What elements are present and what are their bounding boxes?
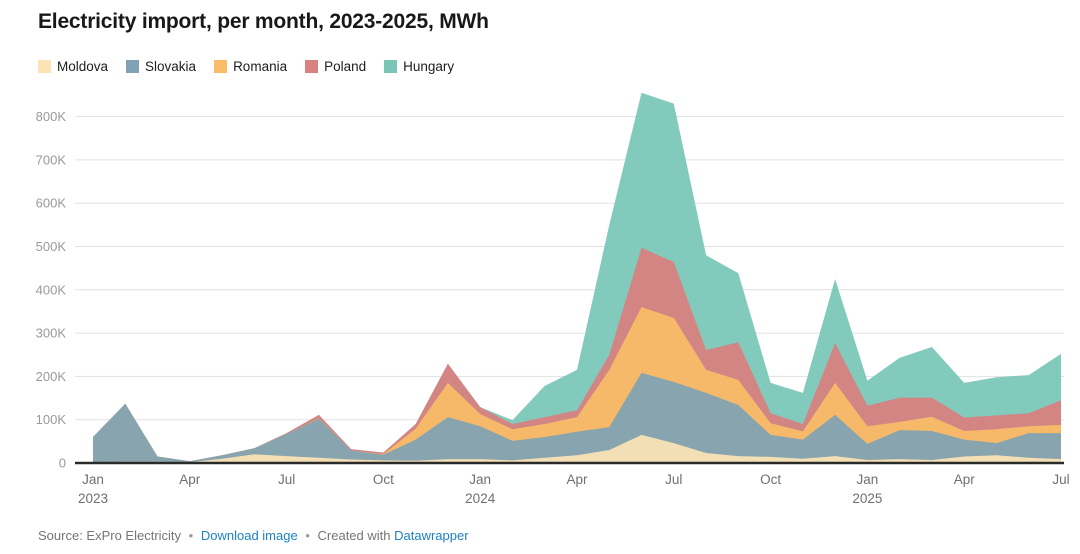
source-text: Source: ExPro Electricity [38,528,182,543]
legend-label: Romania [233,59,288,74]
x-tick-label: Jan [82,472,104,487]
legend-item-romania: Romania [214,59,287,74]
legend-item-poland: Poland [305,59,366,74]
stacked-area-chart: 0 100K 200K 300K 400K 500K 600K 700K 800K Jan 2023… [36,92,1070,506]
x-tick-label: Apr [179,472,201,487]
legend-label: Moldova [57,59,109,74]
separator-dot: • [305,528,310,543]
legend-swatch-slovakia [126,60,140,73]
legend-swatch-romania [214,60,228,73]
legend-label: Hungary [403,59,455,74]
y-tick-label: 300K [36,326,67,341]
x-tick-label: Oct [373,472,394,487]
legend-label: Poland [324,59,367,74]
area-slovakia [93,372,1061,463]
x-tick-label: Jan [469,472,491,487]
legend-item-moldova: Moldova [38,59,108,74]
y-tick-label: 400K [36,282,67,297]
x-tick-year-label: 2025 [852,491,882,506]
created-with-text: Created with [317,528,391,543]
y-tick-label: 800K [36,109,67,124]
y-tick-label: 500K [36,239,67,254]
x-tick-label: Apr [566,472,588,487]
download-image-link[interactable]: Download image [200,528,298,543]
chart-area: 0 100K 200K 300K 400K 500K 600K 700K 800K Jan 2023… [0,85,1080,517]
y-tick-label: 0 [59,456,66,471]
x-tick-label: Oct [760,472,781,487]
y-tick-label: 600K [36,196,67,211]
legend: Moldova Slovakia Romania Poland Hungary [38,59,454,74]
area-hungary [93,92,1061,464]
legend-item-hungary: Hungary [384,59,454,74]
chart-title: Electricity import, per month, 2023-2025… [38,10,489,33]
legend-item-slovakia: Slovakia [126,59,196,74]
x-tick-label: Jul [1052,472,1069,487]
y-tick-label: 700K [36,152,67,167]
x-tick-label: Jul [278,472,295,487]
x-tick-year-label: 2024 [465,491,496,506]
datawrapper-link[interactable]: Datawrapper [394,528,469,543]
footer: Source: ExPro Electricity • Download ima… [38,528,469,543]
legend-swatch-poland [305,60,319,73]
y-tick-label: 200K [36,369,67,384]
x-tick-year-label: 2023 [78,491,108,506]
legend-swatch-moldova [38,60,51,73]
x-tick-label: Apr [954,472,976,487]
area-romania [93,307,1061,463]
legend-label: Slovakia [145,59,197,74]
area-moldova [93,434,1061,463]
x-tick-label: Jul [665,472,682,487]
legend-swatch-hungary [384,60,398,73]
separator-dot: • [188,528,194,543]
y-tick-label: 100K [36,412,67,427]
x-tick-label: Jan [857,472,879,487]
